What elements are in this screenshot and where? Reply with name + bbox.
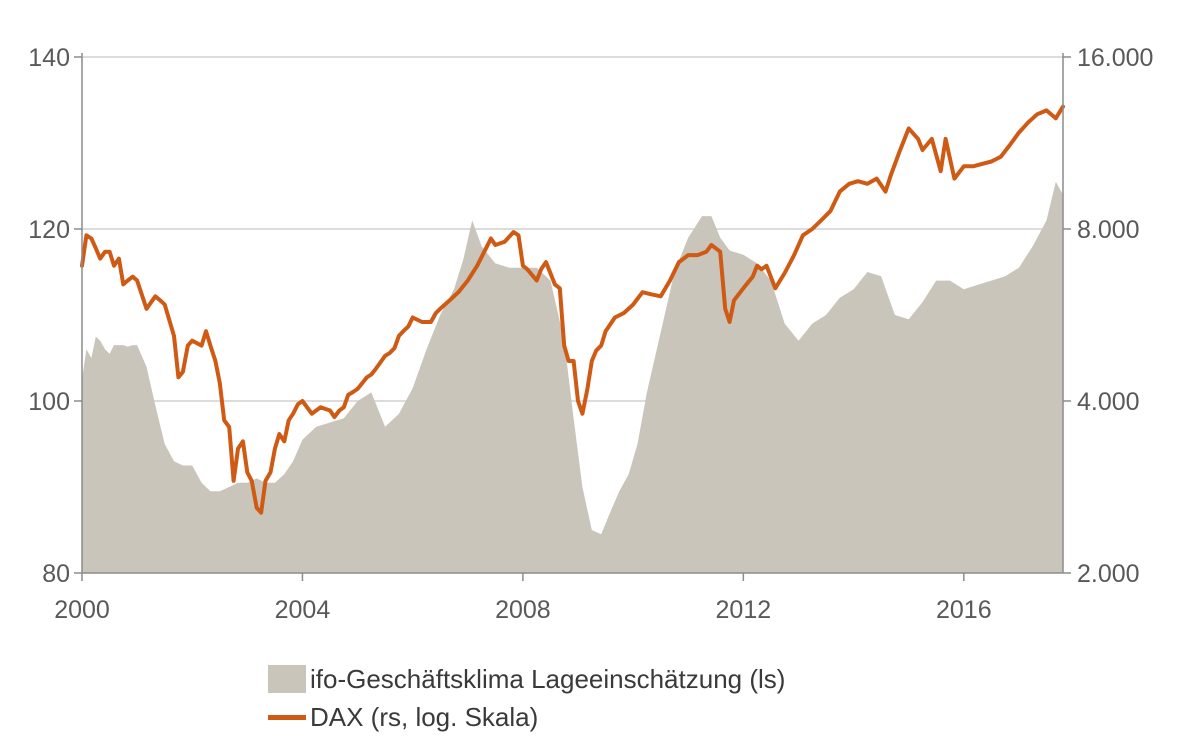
y-right-tick-label-8.000: 8.000 [1077,216,1140,244]
legend-item-ifo: ifo-Geschäftsklima Lageeinschätzung (ls) [268,660,785,698]
legend-label-dax: DAX (rs, log. Skala) [310,701,539,732]
x-tick-label-2004: 2004 [275,596,331,624]
y-left-tick-label-80: 80 [42,560,70,588]
y-right-tick-label-2.000: 2.000 [1077,560,1140,588]
dax-line [80,104,1065,515]
dax-line-series [80,104,1065,515]
legend-swatch-dax [268,714,306,720]
legend-item-dax: DAX (rs, log. Skala) [268,698,785,736]
tick-labels: 2000 2004 2008 2012 2016 80 100 120 140 2.000 4.00… [28,44,1153,624]
legend-label-ifo: ifo-Geschäftsklima Lageeinschätzung (ls) [310,663,786,694]
y-right-tick-label-4.000: 4.000 [1077,388,1140,416]
y-right-tick-label-16.000: 16.000 [1077,44,1153,72]
axes [74,53,1071,581]
x-tick-label-2000: 2000 [54,596,110,624]
y-left-tick-label-120: 120 [28,216,70,244]
y-left-tick-label-140: 140 [28,44,70,72]
ifo-area [82,181,1063,573]
x-tick-label-2012: 2012 [716,596,772,624]
x-tick-label-2016: 2016 [936,596,992,624]
legend: ifo-Geschäftsklima Lageeinschätzung (ls)… [268,660,785,736]
ifo-area-series [82,181,1063,573]
y-left-tick-label-100: 100 [28,388,70,416]
legend-swatch-ifo [268,665,306,693]
x-tick-label-2008: 2008 [495,596,551,624]
